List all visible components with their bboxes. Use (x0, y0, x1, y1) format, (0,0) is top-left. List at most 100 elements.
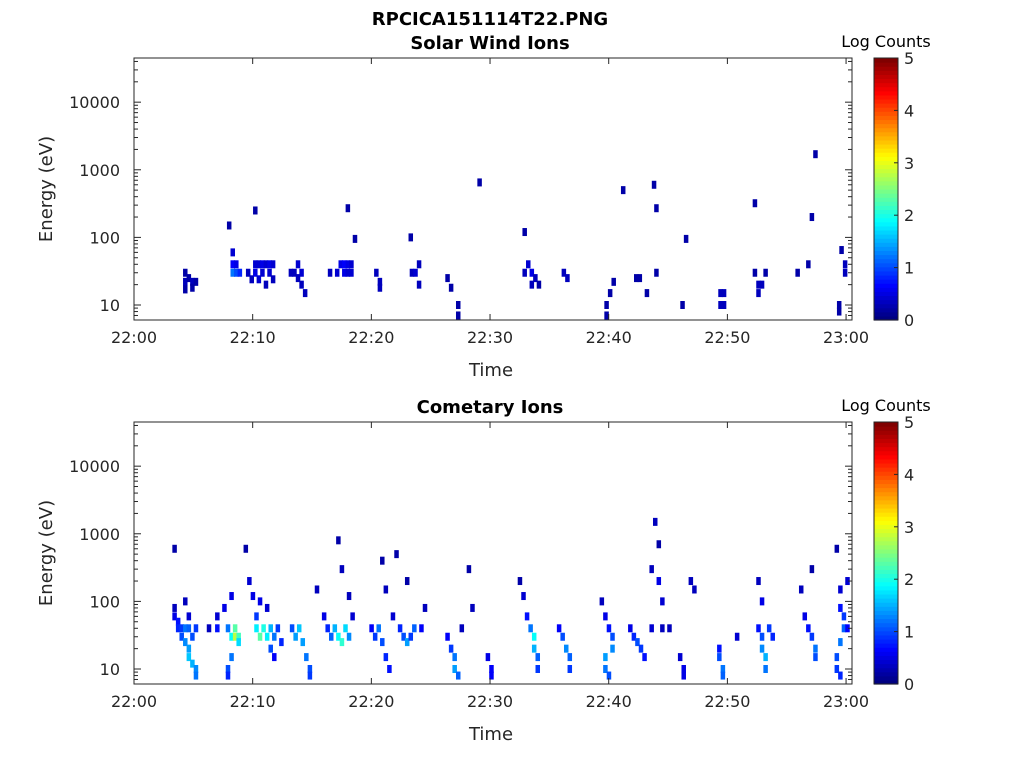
heatmap-cell (563, 644, 569, 653)
colorbar-segment (874, 221, 898, 227)
heatmap-cell (350, 612, 355, 621)
heatmap-cell (603, 665, 608, 674)
cometary-ions-panel: Cometary Ions 22:00 22:10 22:20 22:30 22:40 2… (36, 396, 931, 745)
colorbar-segment (874, 225, 898, 231)
heatmap-cell (838, 671, 843, 680)
colorbar: 0 1 2 3 4 5 (873, 413, 914, 694)
colorbar-segment (874, 217, 898, 223)
panel-title-cometary: Cometary Ions (417, 397, 564, 418)
x-axis-label: Time (468, 724, 513, 745)
heatmap-cell (296, 624, 302, 633)
colorbar-segment (874, 454, 898, 460)
heatmap-cell (638, 644, 644, 653)
colorbar-label: Log Counts (841, 396, 931, 415)
plot-frame (133, 57, 853, 321)
heatmap-cell (628, 624, 633, 633)
heatmap-cell (522, 268, 527, 277)
heatmap-cell (809, 213, 815, 222)
heatmap-cell (806, 624, 811, 633)
heatmap-cell (183, 638, 188, 647)
colorbar: 0 1 2 3 4 5 (873, 49, 914, 330)
heatmap-cell (234, 260, 239, 269)
colorbar-segment (874, 471, 898, 476)
heatmap-cell (842, 268, 848, 277)
heatmap-cell (261, 624, 266, 633)
colorbar-segment (874, 569, 898, 575)
heatmap-cell (718, 301, 723, 310)
heatmap-cell (533, 274, 538, 283)
heatmap-cell (836, 307, 842, 316)
heatmap-cell (489, 671, 494, 680)
heatmap-cell (186, 644, 192, 653)
colorbar-tick-label: 4 (904, 465, 914, 484)
x-tick-label: 22:30 (467, 328, 513, 347)
colorbar-segment (874, 557, 898, 562)
heatmap-cell (635, 638, 640, 647)
heatmap-cell (183, 277, 188, 286)
heatmap-cell (377, 283, 383, 292)
heatmap-cell (809, 565, 815, 574)
heatmap-cell (349, 260, 354, 269)
heatmap-cell (193, 665, 199, 674)
colorbar-segment (874, 193, 898, 198)
colorbar-segment (874, 499, 898, 505)
heatmap-cell (253, 206, 258, 215)
heatmap-cell (455, 671, 461, 680)
heatmap-cell (304, 653, 309, 662)
colorbar-tick-label: 2 (904, 570, 914, 589)
heatmap-cell (390, 612, 396, 621)
heatmap-cell (802, 612, 808, 621)
heatmap-cell (603, 612, 608, 621)
colorbar-segment (874, 197, 898, 202)
colorbar-segment (874, 606, 898, 611)
x-tick-label: 23:00 (823, 692, 869, 711)
heatmap-cell (172, 612, 177, 621)
heatmap-cell (193, 671, 199, 680)
colorbar-segment (874, 622, 898, 628)
heatmap-cell (230, 268, 236, 277)
heatmap-cell (759, 597, 765, 606)
heatmap-cell (329, 632, 334, 641)
x-tick-label: 22:10 (230, 692, 276, 711)
colorbar-segment (874, 548, 898, 554)
heatmap-cell (448, 644, 454, 653)
heatmap-cell (372, 632, 378, 641)
colorbar-segment (874, 315, 898, 321)
colorbar-segment (874, 283, 898, 288)
colorbar-segment (874, 107, 898, 112)
heatmap-cell (236, 632, 241, 641)
colorbar-segment (874, 246, 898, 252)
colorbar-segment (874, 630, 898, 636)
heatmap-cell (565, 274, 570, 283)
colorbar-segment (874, 528, 898, 534)
x-tick-label: 22:20 (348, 692, 394, 711)
heatmap-cell (795, 268, 800, 277)
heatmap-cell (813, 644, 818, 653)
colorbar-segment (874, 561, 898, 566)
colorbar-segment (874, 540, 898, 546)
heatmap-cell (419, 624, 424, 633)
y-tick-label: 10 (100, 296, 120, 315)
colorbar-segment (874, 495, 898, 501)
colorbar-segment (874, 647, 898, 652)
colorbar-segment (874, 450, 898, 456)
colorbar-segment (874, 434, 898, 439)
heatmap-cell (838, 585, 843, 594)
colorbar-segment (874, 491, 898, 497)
heatmap-cell (459, 624, 465, 633)
heatmap-cell (268, 624, 273, 633)
heatmap-cell (190, 632, 195, 641)
heatmap-cell (332, 624, 338, 633)
colorbar-segment (874, 295, 898, 301)
heatmap-cell (369, 624, 374, 633)
colorbar-segment (874, 614, 898, 620)
colorbar-segment (874, 238, 898, 243)
colorbar-segment (874, 250, 898, 256)
heatmap-cell (718, 289, 723, 298)
heatmap-cell (383, 585, 389, 594)
colorbar-segment (874, 651, 898, 656)
heatmap-cell (838, 603, 843, 612)
heatmap-cell (263, 280, 269, 289)
colorbar-segment (874, 143, 898, 149)
colorbar-segment (874, 618, 898, 624)
